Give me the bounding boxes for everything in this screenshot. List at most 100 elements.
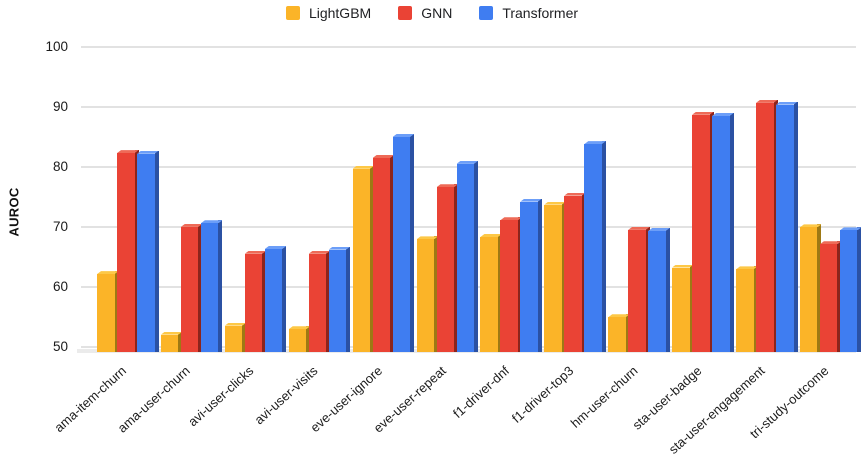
bar-top-face (436, 184, 458, 188)
bar-lightgbm-hm-user-churn (608, 314, 630, 352)
bar-lightgbm-sta-user-engagement (736, 266, 758, 352)
bar-lightgbm-f1-driver-top3 (544, 201, 566, 352)
bar-top-face (564, 192, 586, 196)
bar-side-face (198, 223, 203, 352)
bar-top-face (308, 250, 331, 254)
legend-label-lightgbm: LightGBM (308, 5, 372, 21)
bar-gnn-f1-driver-top3 (564, 192, 586, 352)
bar-front-face (672, 267, 690, 352)
bar-top-face (628, 226, 650, 230)
bar-lightgbm-eve-user-ignore (352, 165, 375, 352)
x-tick-label-f1-driver-dnf: f1-driver-dnf (450, 363, 513, 422)
bar-side-face (390, 154, 395, 352)
bar-front-face (819, 244, 838, 352)
bar-front-face (608, 317, 626, 352)
bar-front-face (288, 329, 307, 352)
bar-side-face (262, 250, 267, 352)
bar-lightgbm-ama-user-churn (160, 331, 183, 352)
bar-transformer-ama-user-churn (200, 220, 223, 352)
bar-side-face (346, 246, 351, 352)
y-tick-label-60: 60 (52, 278, 68, 294)
bar-top-face (756, 99, 778, 103)
bar-lightgbm-avi-user-visits (288, 326, 311, 352)
bar-side-face (178, 331, 183, 352)
bar-side-face (306, 326, 311, 352)
bar-gnn-tri-study-outcome (819, 241, 842, 352)
bar-gnn-eve-user-repeat (436, 184, 458, 352)
bar-side-face (326, 250, 331, 352)
bar-side-face (517, 217, 522, 352)
bar-gnn-ama-user-churn (180, 223, 203, 352)
bar-top-face (328, 246, 351, 250)
bar-side-face (625, 314, 630, 352)
bar-front-face (200, 223, 219, 352)
bar-front-face (328, 249, 347, 352)
bar-lightgbm-eve-user-repeat (416, 236, 438, 352)
legend-item-gnn: GNN (398, 5, 452, 21)
bar-side-face (537, 198, 542, 352)
bar-lightgbm-ama-item-churn (97, 271, 119, 352)
legend-label-transformer: Transformer (502, 5, 579, 21)
bar-front-face (137, 153, 155, 352)
bar-side-face (218, 220, 223, 352)
bar-gnn-avi-user-clicks (244, 250, 267, 352)
bar-side-face (645, 226, 650, 352)
bar-transformer-eve-user-repeat (456, 160, 478, 352)
transformer-swatch-icon (479, 6, 494, 20)
y-tick-label-90: 90 (52, 98, 68, 114)
bar-transformer-hm-user-churn (648, 228, 670, 352)
y-tick-label-50: 50 (52, 338, 68, 354)
bar-front-face (500, 220, 518, 352)
bar-front-face (480, 237, 498, 352)
bar-side-face (753, 266, 758, 352)
bar-top-face (117, 150, 139, 154)
bar-top-face (264, 245, 287, 249)
bar-top-face (160, 331, 183, 335)
bar-front-face (180, 226, 199, 352)
bar-top-face (200, 220, 223, 224)
bar-gnn-eve-user-ignore (372, 154, 395, 352)
bar-side-face (837, 241, 842, 352)
legend-item-lightgbm: LightGBM (285, 5, 372, 21)
bar-front-face (352, 168, 371, 352)
bar-front-face (648, 231, 666, 352)
bar-side-face (454, 184, 458, 352)
bar-top-face (736, 266, 758, 270)
bar-top-face (520, 198, 542, 202)
x-axis-labels: ama-item-churn ama-user-churn avi-user-cli… (51, 352, 856, 469)
legend-item-transformer: Transformer (479, 5, 578, 21)
bar-gnn-avi-user-visits (308, 250, 331, 352)
bar-transformer-sta-user-badge (712, 113, 734, 352)
gridline-90 (81, 105, 856, 108)
lightgbm-swatch-icon (285, 6, 300, 20)
bar-side-face (134, 150, 139, 352)
bar-gnn-sta-user-badge (692, 111, 714, 352)
bar-front-face (456, 163, 474, 352)
bar-side-face (370, 165, 375, 352)
bar-front-face (736, 269, 754, 352)
bar-front-face (799, 227, 818, 352)
bar-side-face (709, 111, 714, 352)
bar-lightgbm-tri-study-outcome (799, 224, 822, 352)
bar-front-face (372, 157, 391, 352)
bar-side-face (773, 99, 778, 352)
bar-top-face (137, 150, 159, 154)
x-tick-label-avi-user-visits: avi-user-visits (251, 363, 321, 428)
bar-front-face (756, 102, 774, 352)
bar-side-face (601, 141, 606, 352)
legend: LightGBM GNN Transformer (0, 5, 864, 21)
bar-top-face (288, 326, 311, 330)
bar-top-face (456, 160, 478, 164)
bar-front-face (244, 253, 263, 352)
bar-side-face (729, 113, 734, 352)
bar-side-face (114, 271, 119, 352)
bar-side-face (857, 227, 862, 352)
bar-front-face (776, 104, 794, 352)
bar-gnn-sta-user-engagement (756, 99, 778, 352)
bar-top-face (692, 111, 714, 115)
bar-lightgbm-f1-driver-dnf (480, 234, 502, 352)
bar-top-face (244, 250, 267, 254)
bar-top-face (180, 223, 203, 227)
bar-transformer-f1-driver-dnf (520, 198, 542, 352)
bar-side-face (154, 150, 159, 352)
